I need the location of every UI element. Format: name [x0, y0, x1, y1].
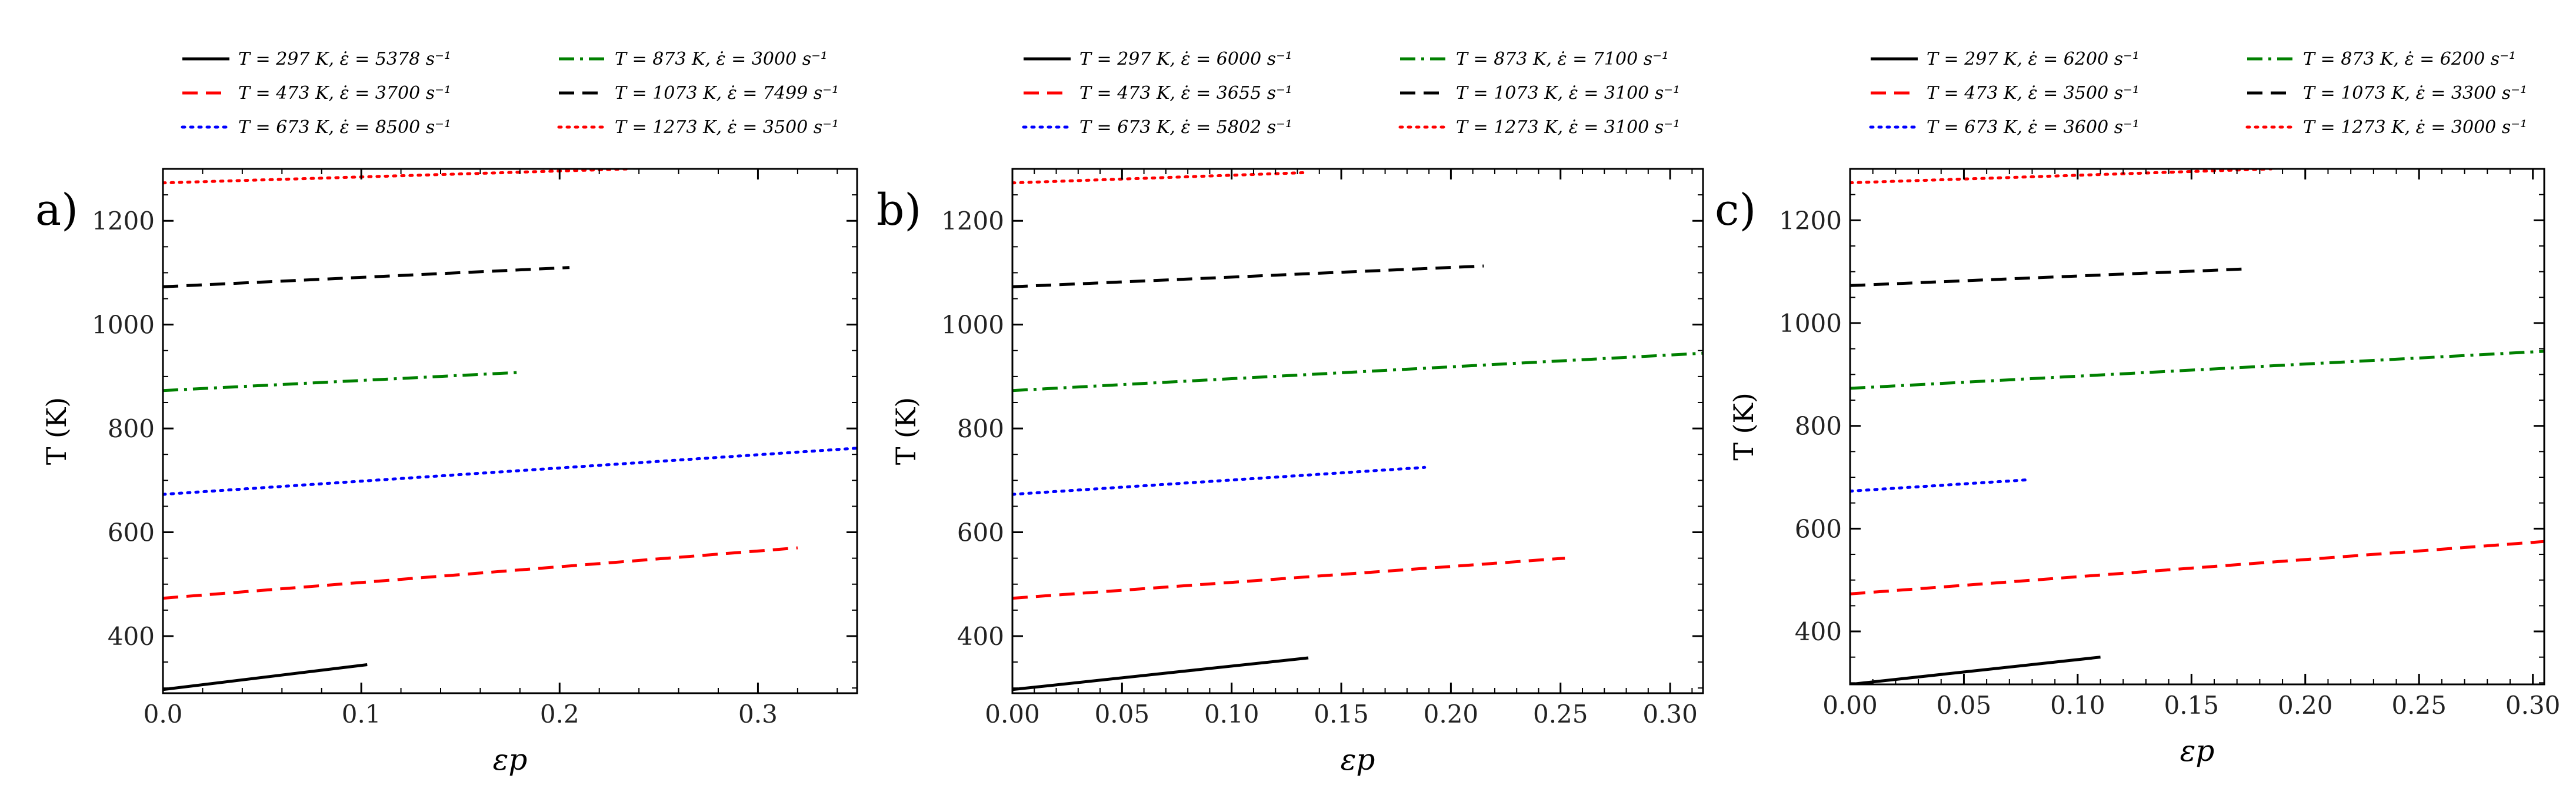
- series-line-5: [1850, 267, 2242, 287]
- y-axis-label: T (K): [41, 397, 72, 465]
- legend-label-5: T = 1073 K, ε̇ = 7499 s⁻¹: [615, 83, 839, 104]
- legend-label-5: T = 1073 K, ε̇ = 3100 s⁻¹: [1456, 83, 1680, 104]
- legend-label-2: T = 473 K, ε̇ = 3700 s⁻¹: [238, 83, 451, 104]
- panel-2: 0.00 0.05 0.10 0.15 0.20 0.25 0.30 400 600 800 100…: [877, 49, 1704, 777]
- y-tick-label: 1200: [1779, 206, 1842, 235]
- x-axis-label: εp: [2180, 734, 2215, 768]
- y-tick-label: 600: [108, 518, 155, 547]
- x-axis-label: εp: [493, 743, 528, 777]
- y-tick-label: 1000: [941, 311, 1004, 340]
- x-tick-label: 0.05: [1937, 691, 1992, 720]
- x-tick-label: 0.3: [738, 700, 778, 729]
- series-line-2: [163, 546, 798, 600]
- y-tick-label: 400: [957, 622, 1004, 651]
- series-line-4: [1012, 351, 1703, 392]
- series-line-3: [163, 447, 857, 496]
- y-tick-label: 1000: [1779, 309, 1842, 338]
- axes-frame: [162, 168, 858, 694]
- panel-label: b): [877, 185, 921, 235]
- series-line-2: [1012, 557, 1565, 600]
- legend-label-1: T = 297 K, ε̇ = 5378 s⁻¹: [238, 49, 451, 69]
- panel-label: a): [35, 185, 78, 235]
- legend-label-3: T = 673 K, ε̇ = 5802 s⁻¹: [1079, 117, 1292, 138]
- x-tick-label: 0.10: [2050, 691, 2105, 720]
- y-tick-label: 600: [957, 518, 1004, 547]
- axes-frame: [1011, 168, 1704, 694]
- y-tick-label: 1000: [92, 311, 155, 340]
- series-line-6: [163, 169, 631, 185]
- x-tick-label: 0.0: [144, 700, 183, 729]
- y-tick-label: 800: [1795, 412, 1842, 441]
- legend-label-6: T = 1273 K, ε̇ = 3000 s⁻¹: [2303, 117, 2527, 138]
- series-line-4: [1850, 350, 2544, 390]
- legend-label-2: T = 473 K, ε̇ = 3655 s⁻¹: [1079, 83, 1292, 104]
- x-tick-label: 0.20: [1424, 700, 1479, 729]
- legend-label-5: T = 1073 K, ε̇ = 3300 s⁻¹: [2303, 83, 2527, 104]
- x-tick-label: 0.20: [2278, 691, 2333, 720]
- legend-label-1: T = 297 K, ε̇ = 6000 s⁻¹: [1079, 49, 1292, 69]
- x-tick-label: 0.00: [985, 700, 1040, 729]
- series-line-6: [1012, 171, 1310, 185]
- legend-label-6: T = 1273 K, ε̇ = 3100 s⁻¹: [1456, 117, 1680, 138]
- legend-label-3: T = 673 K, ε̇ = 3600 s⁻¹: [1927, 117, 2140, 138]
- legend-label-2: T = 473 K, ε̇ = 3500 s⁻¹: [1927, 83, 2140, 104]
- series-line-5: [1012, 264, 1484, 288]
- y-tick-label: 800: [108, 414, 155, 443]
- x-tick-label: 0.00: [1822, 691, 1878, 720]
- x-tick-label: 0.25: [2391, 691, 2447, 720]
- y-tick-label: 600: [1795, 514, 1842, 543]
- legend-label-4: T = 873 K, ε̇ = 3000 s⁻¹: [615, 49, 828, 69]
- legend-label-3: T = 673 K, ε̇ = 8500 s⁻¹: [238, 117, 451, 138]
- x-axis-label: εp: [1341, 743, 1375, 777]
- y-tick-label: 1200: [941, 207, 1004, 235]
- y-tick-label: 400: [108, 622, 155, 651]
- series-line-1: [163, 663, 368, 691]
- legend-label-6: T = 1273 K, ε̇ = 3500 s⁻¹: [615, 117, 839, 138]
- x-tick-label: 0.2: [540, 700, 579, 729]
- legend-label-4: T = 873 K, ε̇ = 7100 s⁻¹: [1456, 49, 1669, 69]
- y-tick-label: 400: [1795, 617, 1842, 646]
- x-tick-label: 0.25: [1533, 700, 1588, 729]
- y-tick-label: 1200: [92, 207, 155, 235]
- x-tick-label: 0.15: [1314, 700, 1369, 729]
- panel-3: 0.00 0.05 0.10 0.15 0.20 0.25 0.30 400 600 800 100…: [1715, 49, 2560, 768]
- x-tick-label: 0.30: [2505, 691, 2561, 720]
- panel-1: 0.0 0.1 0.2 0.3 400 600 800 1000 1200 εp T (K) a) T …: [35, 49, 858, 777]
- y-axis-label: T (K): [1728, 392, 1759, 461]
- x-tick-label: 0.30: [1642, 700, 1698, 729]
- y-axis-label: T (K): [890, 397, 922, 465]
- series-line-3: [1012, 465, 1427, 496]
- x-tick-label: 0.15: [2164, 691, 2220, 720]
- x-tick-label: 0.1: [342, 700, 381, 729]
- legend-label-4: T = 873 K, ε̇ = 6200 s⁻¹: [2303, 49, 2516, 69]
- series-line-1: [1850, 656, 2101, 684]
- x-tick-label: 0.05: [1095, 700, 1150, 729]
- series-line-3: [1850, 478, 2030, 493]
- series-line-5: [163, 266, 570, 288]
- panel-label: c): [1715, 185, 1756, 235]
- x-tick-label: 0.10: [1204, 700, 1259, 729]
- legend-label-1: T = 297 K, ε̇ = 6200 s⁻¹: [1927, 49, 2140, 69]
- y-tick-label: 800: [957, 414, 1004, 443]
- series-line-1: [1012, 656, 1309, 691]
